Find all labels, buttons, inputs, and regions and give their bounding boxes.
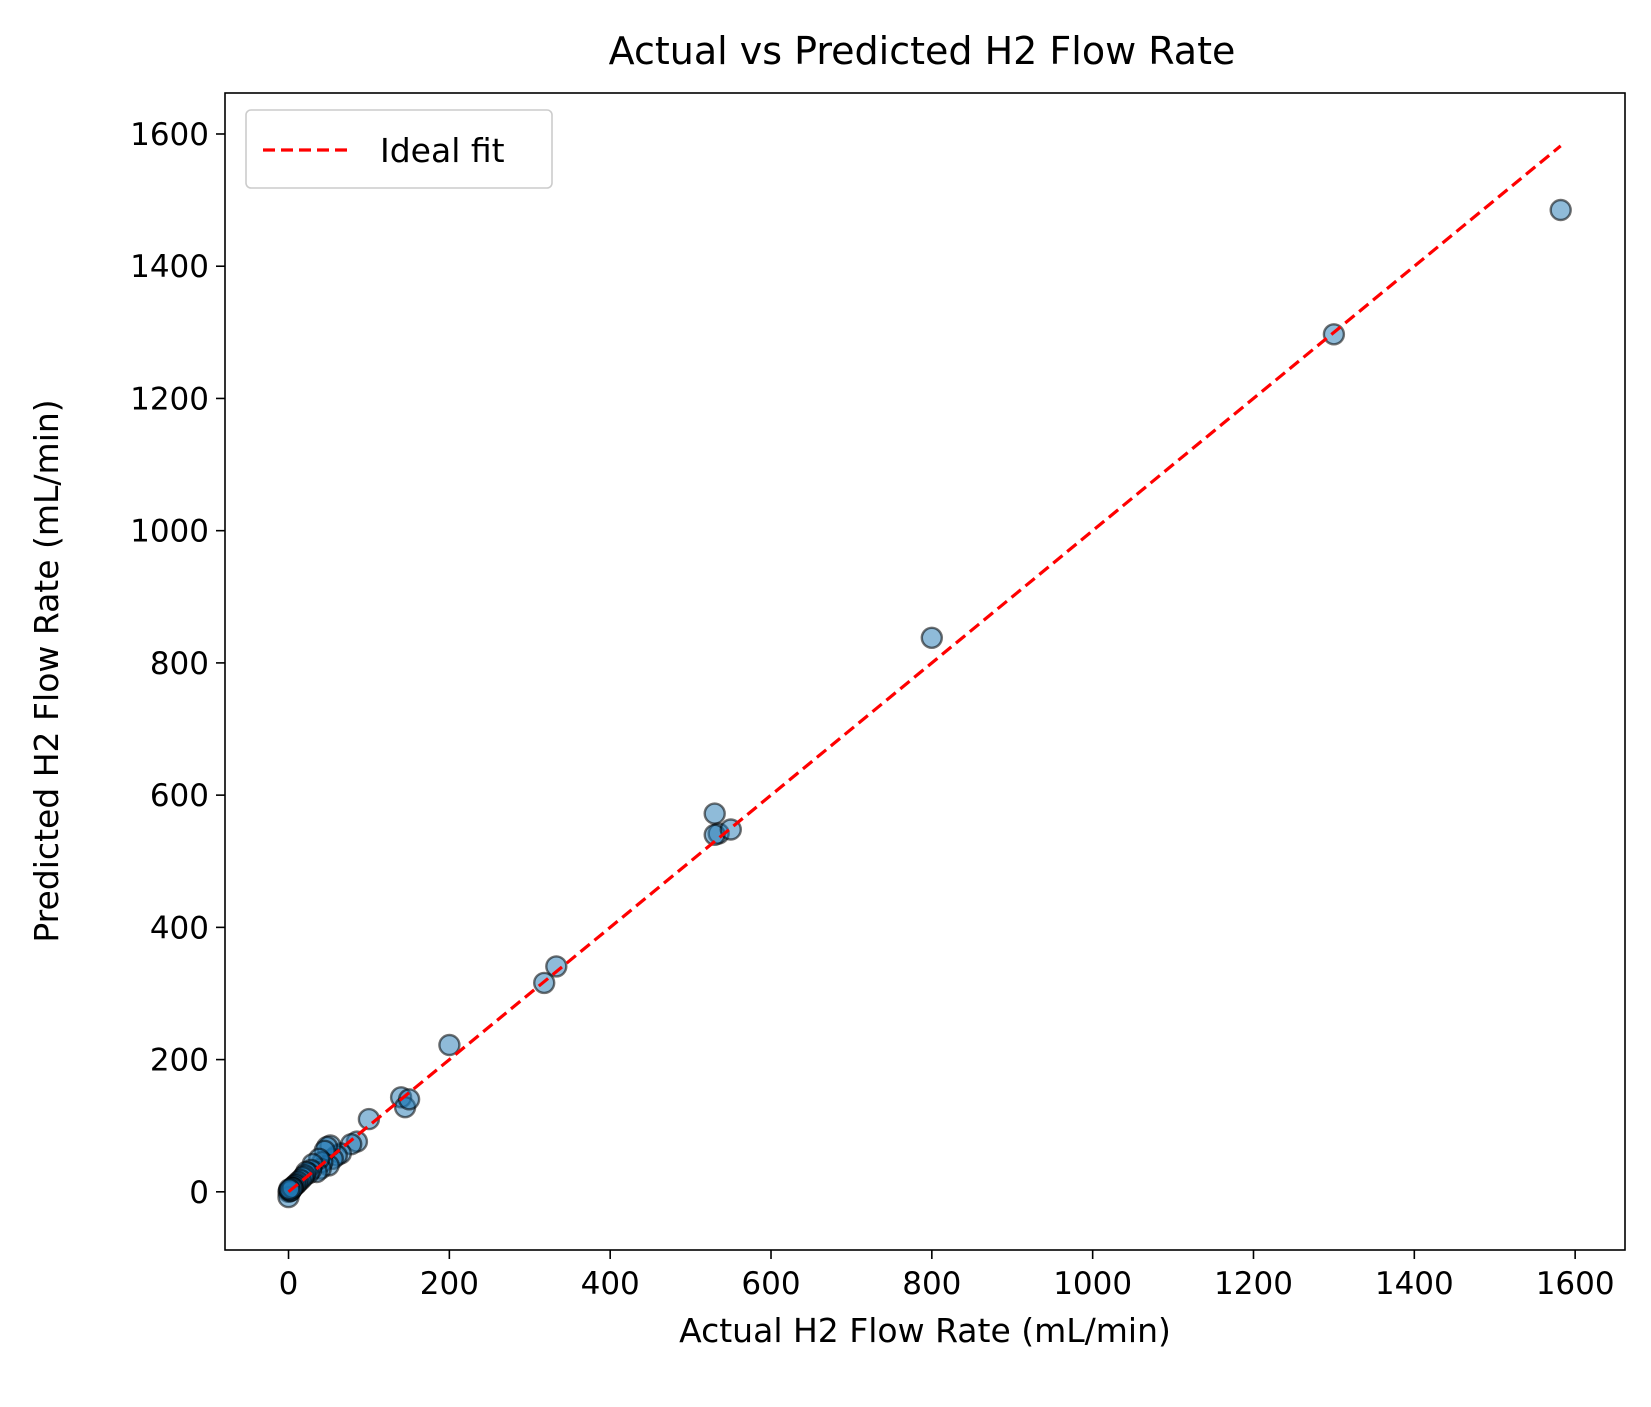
data-point [438, 1033, 461, 1057]
x-tick-label: 200 [420, 1266, 479, 1302]
y-tick-label: 400 [150, 910, 209, 946]
ideal-fit-line [287, 144, 1562, 1194]
x-tick-label: 400 [581, 1266, 640, 1302]
y-tick-label: 800 [150, 646, 209, 682]
y-tick-label: 0 [189, 1175, 209, 1211]
x-tick-label: 600 [741, 1266, 800, 1302]
x-tick-label: 1600 [1536, 1266, 1615, 1302]
x-axis-title: Actual H2 Flow Rate (mL/min) [679, 1311, 1171, 1350]
x-tick-label: 1400 [1375, 1266, 1454, 1302]
y-axis-title: Predicted H2 Flow Rate (mL/min) [27, 399, 66, 942]
x-tick-label: 800 [902, 1266, 961, 1302]
y-tick-label: 1200 [130, 381, 209, 417]
y-tick-label: 1000 [130, 514, 209, 550]
x-axis-ticks: 0 200 400 600 800 1000 1200 1400 1600 [279, 1250, 1615, 1302]
y-tick-label: 200 [150, 1043, 209, 1079]
x-tick-label: 1000 [1053, 1266, 1132, 1302]
data-point [1549, 198, 1572, 222]
data-point [545, 955, 568, 978]
legend-ideal-fit-label: Ideal fit [380, 131, 505, 170]
y-tick-label: 600 [150, 778, 209, 814]
legend-box [245, 109, 553, 189]
y-tick-label: 1600 [130, 117, 209, 153]
x-tick-label: 1200 [1214, 1266, 1293, 1302]
data-point [920, 626, 943, 649]
chart-title: Actual vs Predicted H2 Flow Rate [609, 29, 1236, 73]
y-tick-label: 1400 [130, 249, 209, 285]
ideal-fit-line-layer [287, 144, 1562, 1194]
x-tick-label: 0 [279, 1266, 299, 1302]
legend: Ideal fit [245, 109, 553, 189]
plot-area-frame [224, 92, 1626, 1251]
data-point [703, 802, 726, 825]
y-axis-ticks: 0 200 400 600 800 1000 1200 1400 1600 [130, 117, 225, 1211]
